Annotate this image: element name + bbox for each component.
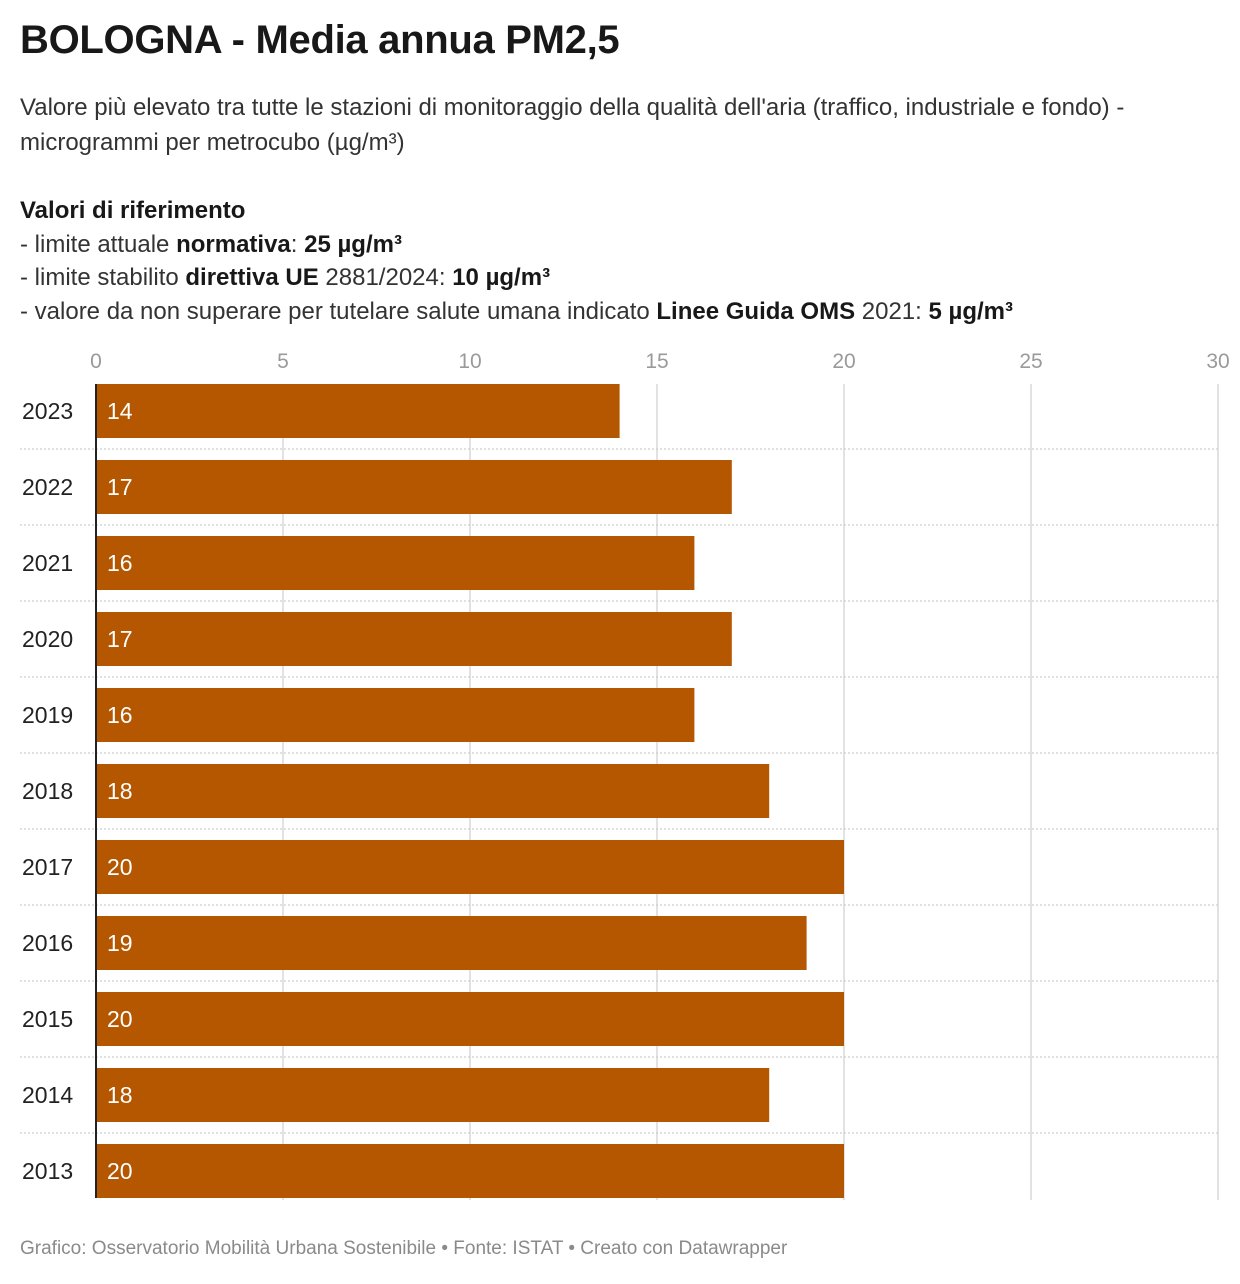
- data-label: 18: [107, 1082, 133, 1108]
- bar: [96, 764, 770, 818]
- ref-bold: normativa: [176, 230, 291, 258]
- data-label: 19: [107, 930, 133, 956]
- bar: [96, 1144, 844, 1198]
- bar: [96, 840, 844, 894]
- bar: [96, 688, 695, 742]
- data-label: 16: [107, 702, 133, 728]
- category-label: 2022: [22, 474, 73, 500]
- chart-subtitle: Valore più elevato tra tutte le stazioni…: [20, 94, 1125, 156]
- category-label: 2017: [22, 854, 73, 880]
- ref-text: - valore da non superare per tutelare sa…: [20, 297, 657, 325]
- x-tick-label: 5: [277, 350, 289, 373]
- data-label: 20: [107, 854, 133, 880]
- category-label: 2014: [22, 1082, 73, 1108]
- reference-heading: Valori di riferimento: [20, 197, 246, 224]
- reference-line-oms: - valore da non superare per tutelare sa…: [20, 295, 1013, 329]
- bar: [96, 460, 732, 514]
- bar: [96, 384, 620, 438]
- data-label: 14: [107, 398, 133, 424]
- category-label: 2019: [22, 702, 73, 728]
- ref-text: 2021:: [855, 297, 929, 325]
- bar: [96, 536, 695, 590]
- ref-text: - limite stabilito: [20, 264, 186, 291]
- x-tick-label: 30: [1206, 350, 1229, 373]
- category-label: 2015: [22, 1006, 73, 1032]
- x-tick-label: 25: [1019, 350, 1042, 373]
- bar: [96, 1068, 770, 1122]
- bar: [96, 992, 844, 1046]
- ref-bold: direttiva UE: [185, 264, 319, 291]
- data-label: 20: [107, 1158, 133, 1184]
- bar: [96, 916, 807, 970]
- ref-bold: 5 µg/m³: [928, 297, 1014, 325]
- chart-title: BOLOGNA - Media annua PM2,5: [20, 18, 620, 62]
- category-label: 2021: [22, 550, 73, 576]
- ref-bold: 10 µg/m³: [452, 264, 551, 291]
- data-label: 18: [107, 778, 133, 804]
- data-label: 17: [107, 474, 133, 500]
- ref-bold: Linee Guida OMS: [656, 297, 856, 325]
- category-label: 2013: [22, 1158, 73, 1184]
- x-tick-label: 15: [645, 350, 668, 373]
- category-label: 2023: [22, 398, 73, 424]
- reference-line-normativa: - limite attuale normativa: 25 µg/m³: [20, 228, 1013, 262]
- ref-text: - limite attuale: [20, 230, 177, 258]
- bar: [96, 612, 732, 666]
- category-label: 2016: [22, 930, 73, 956]
- data-label: 20: [107, 1006, 133, 1032]
- category-label: 2020: [22, 626, 73, 652]
- ref-bold: 25 µg/m³: [304, 230, 402, 258]
- x-tick-label: 20: [832, 350, 855, 373]
- data-label: 17: [107, 626, 133, 652]
- x-tick-label: 0: [90, 350, 102, 373]
- reference-values: Valori di riferimento - limite attuale n…: [20, 194, 1013, 328]
- ref-text: :: [290, 230, 305, 258]
- ref-text: 2881/2024:: [318, 264, 453, 291]
- x-tick-label: 10: [458, 350, 481, 373]
- data-label: 16: [107, 550, 133, 576]
- category-label: 2018: [22, 778, 73, 804]
- chart-footer: Grafico: Osservatorio Mobilità Urbana So…: [20, 1238, 788, 1259]
- reference-line-direttiva: - limite stabilito direttiva UE 2881/202…: [20, 261, 1013, 295]
